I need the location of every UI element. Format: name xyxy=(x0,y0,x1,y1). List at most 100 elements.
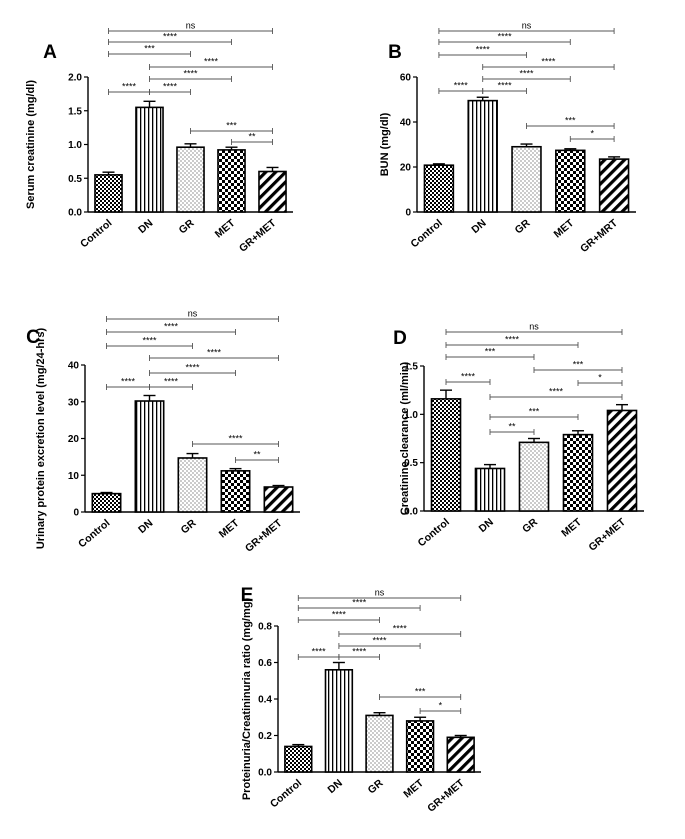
x-tick-label: GR xyxy=(179,517,199,537)
significance-bracket: ns xyxy=(438,21,615,34)
significance-label: **** xyxy=(352,647,367,657)
significance-label: **** xyxy=(163,82,178,92)
bar-control xyxy=(284,745,313,773)
y-tick-label: 60 xyxy=(400,73,412,84)
significance-label: ** xyxy=(508,422,516,432)
significance-bracket: **** xyxy=(149,57,273,70)
y-tick-label: 0.0 xyxy=(258,768,272,779)
bar-control xyxy=(430,398,462,512)
bar-gr-met xyxy=(606,409,638,512)
x-tick-label: GR+MET xyxy=(237,217,279,255)
significance-bracket: ** xyxy=(489,422,535,435)
significance-label: **** xyxy=(498,81,513,91)
significance-label: **** xyxy=(498,32,513,42)
x-tick-label: GR xyxy=(177,217,197,237)
panel-letter: C xyxy=(26,327,40,348)
significance-label: *** xyxy=(144,44,155,54)
significance-bracket: *** xyxy=(108,44,191,57)
significance-label: **** xyxy=(332,610,347,620)
significance-label: *** xyxy=(226,121,237,131)
significance-bracket: **** xyxy=(338,624,462,637)
significance-bracket: **** xyxy=(438,81,484,94)
x-tick-label: Control xyxy=(409,217,445,250)
y-axis-title: Urinary protein excretion level (mg/24-h… xyxy=(35,328,47,550)
x-tick-label: GR+MET xyxy=(243,517,285,555)
significance-label: *** xyxy=(485,347,496,357)
significance-bracket: * xyxy=(577,373,623,386)
bar-met xyxy=(562,433,594,512)
x-tick-label: MET xyxy=(213,217,238,241)
significance-label: ns xyxy=(522,21,532,31)
significance-label: *** xyxy=(415,687,426,697)
significance-bracket: **** xyxy=(149,348,279,361)
panel-letter: B xyxy=(388,42,402,63)
significance-bracket: *** xyxy=(533,360,623,373)
significance-bracket: ns xyxy=(106,309,279,322)
significance-bracket: ** xyxy=(231,132,273,145)
significance-bracket: **** xyxy=(489,387,623,400)
bar-gr xyxy=(511,145,542,213)
y-axis-title: Creatinine clearance (ml/min) xyxy=(399,361,411,515)
y-tick-label: 1.5 xyxy=(404,362,418,373)
y-tick-label: 0.0 xyxy=(404,507,418,518)
significance-bracket: **** xyxy=(149,363,236,376)
y-tick-label: 0 xyxy=(405,208,411,219)
bar-met xyxy=(220,470,251,513)
significance-bracket: *** xyxy=(489,407,579,420)
significance-label: **** xyxy=(541,57,556,67)
bar-gr xyxy=(177,457,208,513)
bar-met xyxy=(217,149,246,213)
chart-panel-b: B 0 20 40 60 BUN (mg/dl) Control DN GR MET GR+MRT n… xyxy=(379,21,636,255)
bar-gr xyxy=(365,714,394,773)
y-tick-label: 20 xyxy=(68,434,80,445)
chart-panel-c: C 0 10 20 30 40 Urinary protein excretion leve… xyxy=(26,309,300,555)
significance-label: **** xyxy=(164,322,179,332)
bar-met xyxy=(405,720,435,773)
significance-label: **** xyxy=(461,372,476,382)
significance-bracket: **** xyxy=(108,82,150,95)
bar-control xyxy=(94,174,123,213)
x-tick-label: MET xyxy=(559,516,584,540)
y-tick-label: 0.2 xyxy=(258,731,272,742)
significance-bracket: **** xyxy=(445,335,579,348)
y-tick-label: 0.5 xyxy=(68,174,82,185)
bar-dn xyxy=(474,467,506,512)
significance-bracket: **** xyxy=(297,598,421,611)
significance-label: ns xyxy=(529,322,539,332)
significance-bracket: *** xyxy=(526,116,615,129)
x-tick-label: GR+MET xyxy=(586,516,628,554)
significance-bracket: **** xyxy=(149,82,191,95)
x-tick-label: GR xyxy=(520,516,540,536)
x-tick-label: Control xyxy=(268,777,304,810)
y-tick-label: 0.5 xyxy=(404,458,418,469)
significance-label: *** xyxy=(565,116,576,126)
significance-bracket: **** xyxy=(438,32,571,45)
significance-label: * xyxy=(598,373,602,383)
bar-dn xyxy=(324,668,354,773)
bar-dn xyxy=(467,99,498,213)
significance-label: * xyxy=(590,129,594,139)
x-tick-label: Control xyxy=(78,217,114,250)
significance-bracket: * xyxy=(569,129,615,142)
significance-label: ns xyxy=(188,309,198,319)
significance-label: **** xyxy=(549,387,564,397)
y-tick-label: 40 xyxy=(68,361,80,372)
significance-bracket: **** xyxy=(192,434,279,447)
significance-label: * xyxy=(439,701,443,711)
x-tick-label: MET xyxy=(552,217,577,241)
significance-bracket: **** xyxy=(297,647,340,660)
x-tick-label: GR xyxy=(366,777,386,797)
significance-bracket: **** xyxy=(482,57,615,70)
significance-label: **** xyxy=(352,598,367,608)
y-tick-label: 20 xyxy=(400,163,412,174)
significance-label: **** xyxy=(121,377,136,387)
bar-gr-met xyxy=(446,736,475,773)
x-tick-label: GR+MET xyxy=(425,777,467,815)
bar-gr-met xyxy=(263,486,294,513)
significance-label: *** xyxy=(573,360,584,370)
significance-bracket: ns xyxy=(445,322,623,335)
x-tick-label: GR+MRT xyxy=(578,217,620,255)
bar-gr xyxy=(518,441,550,512)
bar-gr-met xyxy=(258,170,287,213)
